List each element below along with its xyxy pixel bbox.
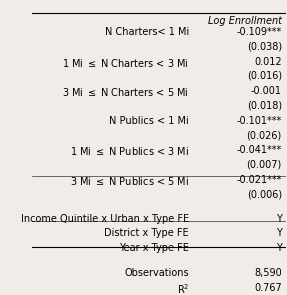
Text: 0.767: 0.767 — [254, 283, 282, 293]
Text: Observations: Observations — [125, 268, 189, 278]
Text: Income Quintile x Urban x Type FE: Income Quintile x Urban x Type FE — [21, 214, 189, 224]
Text: Y: Y — [276, 214, 282, 224]
Text: 1 Mi $\leq$ N Publics < 3 Mi: 1 Mi $\leq$ N Publics < 3 Mi — [70, 145, 189, 158]
Text: -0.001: -0.001 — [251, 86, 282, 96]
Text: Y: Y — [276, 243, 282, 253]
Text: Year x Type FE: Year x Type FE — [119, 243, 189, 253]
Text: 8,590: 8,590 — [254, 268, 282, 278]
Text: 3 Mi $\leq$ N Charters < 5 Mi: 3 Mi $\leq$ N Charters < 5 Mi — [62, 86, 189, 98]
Text: N Publics < 1 Mi: N Publics < 1 Mi — [109, 116, 189, 126]
Text: (0.016): (0.016) — [247, 71, 282, 81]
Text: (0.006): (0.006) — [247, 189, 282, 199]
Text: (0.026): (0.026) — [247, 130, 282, 140]
Text: -0.109***: -0.109*** — [236, 27, 282, 37]
Text: R$^2$: R$^2$ — [177, 283, 189, 295]
Text: N Charters< 1 Mi: N Charters< 1 Mi — [105, 27, 189, 37]
Text: (0.038): (0.038) — [247, 41, 282, 51]
Text: -0.021***: -0.021*** — [236, 175, 282, 185]
Text: -0.041***: -0.041*** — [236, 145, 282, 155]
Text: Y: Y — [276, 228, 282, 238]
Text: 3 Mi $\leq$ N Publics < 5 Mi: 3 Mi $\leq$ N Publics < 5 Mi — [70, 175, 189, 187]
Text: (0.018): (0.018) — [247, 101, 282, 110]
Text: District x Type FE: District x Type FE — [104, 228, 189, 238]
Text: 1 Mi $\leq$ N Charters < 3 Mi: 1 Mi $\leq$ N Charters < 3 Mi — [62, 57, 189, 69]
Text: -0.101***: -0.101*** — [236, 116, 282, 126]
Text: Log Enrollment: Log Enrollment — [208, 16, 282, 26]
Text: (0.007): (0.007) — [247, 160, 282, 170]
Text: 0.012: 0.012 — [254, 57, 282, 67]
